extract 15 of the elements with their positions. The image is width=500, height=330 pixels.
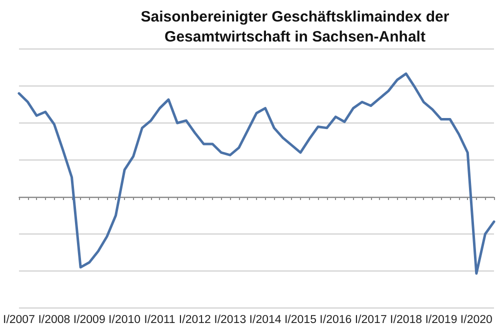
x-tick-label: I/2015: [284, 314, 316, 326]
x-tick-label: I/2016: [320, 314, 352, 326]
x-tick-label: I/2019: [425, 314, 458, 326]
x-tick-label: I/2014: [249, 314, 282, 326]
x-tick-label: I/2013: [214, 314, 246, 326]
x-tick-label: I/2010: [108, 314, 141, 326]
x-tick-label: I/2011: [144, 314, 176, 326]
x-tick-label: I/2009: [73, 314, 106, 326]
x-tick-label: I/2020: [460, 314, 492, 326]
chart-title: Saisonbereinigter Geschäftsklimaindex der Gesamtwirtschaft in Sachsen-Anhalt: [140, 8, 450, 46]
x-tick-label: I/2012: [178, 314, 211, 326]
x-tick-label: I/2008: [38, 314, 70, 326]
x-tick-label: I/2007: [2, 314, 35, 326]
x-tick-label: I/2018: [390, 314, 422, 326]
x-tick-label: I/2017: [354, 314, 387, 326]
